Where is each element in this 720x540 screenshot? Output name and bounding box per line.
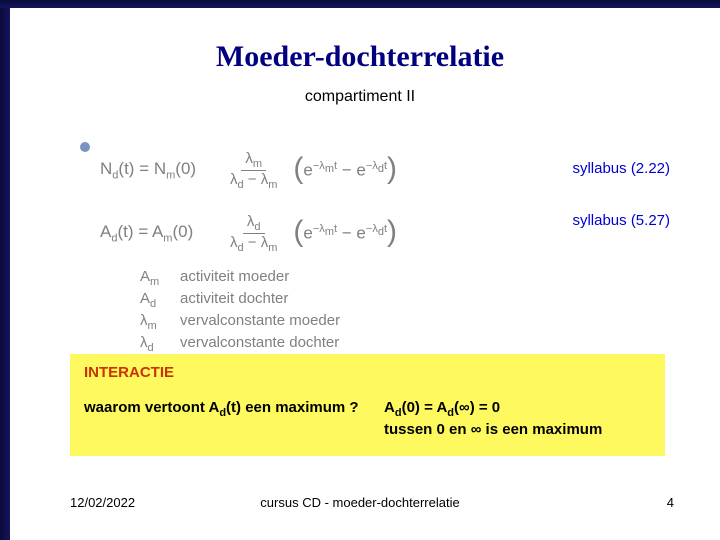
- equation-2: Ad(t) = Am(0) λd λd − λm ( e−λmt − e−λdt…: [100, 213, 397, 254]
- eq2-fraction: λd λd − λm: [226, 213, 281, 254]
- definition-desc: activiteit dochter: [180, 290, 288, 310]
- bullet-dot-icon: [80, 142, 90, 152]
- top-stripe: [0, 0, 720, 8]
- eq1-fraction: λm λd − λm: [226, 150, 281, 191]
- answer-line2: tussen 0 en ∞ is een maximum: [384, 421, 602, 438]
- footer-pagenum: 4: [667, 495, 674, 510]
- definition-desc: vervalconstante dochter: [180, 334, 339, 354]
- interaction-title-text: INTERACTIE: [84, 364, 174, 381]
- interaction-title: INTERACTIE: [84, 364, 651, 381]
- equations-block: Nd(t) = Nm(0) λm λd − λm ( e−λmt − e−λdt…: [100, 150, 397, 276]
- answer-line1: Ad(0) = Ad(∞) = 0: [384, 399, 602, 419]
- footer-date: 12/02/2022: [70, 495, 135, 510]
- syllabus-ref-1: syllabus (2.22): [572, 160, 670, 178]
- definition-symbol: Ad: [140, 290, 180, 310]
- definition-symbol: λm: [140, 312, 180, 332]
- definition-row: Adactiviteit dochter: [140, 290, 340, 310]
- slide-title: Moeder-dochterrelatie: [0, 40, 720, 74]
- eq1-paren: ( e−λmt − e−λdt ): [293, 159, 397, 183]
- interaction-row: waarom vertoont Ad(t) een maximum ? Ad(0…: [84, 399, 651, 438]
- interaction-box: INTERACTIE waarom vertoont Ad(t) een max…: [70, 354, 665, 456]
- title-text: Moeder-dochterrelatie: [216, 40, 504, 73]
- slide: Moeder-dochterrelatie compartiment II Nd…: [0, 0, 720, 540]
- interaction-question: waarom vertoont Ad(t) een maximum ?: [84, 399, 384, 438]
- left-stripe: [0, 0, 10, 540]
- definition-symbol: λd: [140, 334, 180, 354]
- eq2-lhs: Ad(t) = Am(0): [100, 222, 220, 244]
- syllabus2-text: syllabus (5.27): [572, 212, 670, 229]
- definition-row: λmvervalconstante moeder: [140, 312, 340, 332]
- footer: 12/02/2022 cursus CD - moeder-dochterrel…: [0, 495, 720, 510]
- eq1-lhs: Nd(t) = Nm(0): [100, 159, 220, 181]
- answer-line2-text: tussen 0 en ∞ is een maximum: [384, 421, 602, 438]
- definition-desc: activiteit moeder: [180, 268, 289, 288]
- definition-symbol: Am: [140, 268, 180, 288]
- eq2-paren: ( e−λmt − e−λdt ): [293, 222, 397, 246]
- syllabus-ref-2: syllabus (5.27): [572, 212, 670, 230]
- definition-row: λdvervalconstante dochter: [140, 334, 340, 354]
- definition-row: Amactiviteit moeder: [140, 268, 340, 288]
- definition-desc: vervalconstante moeder: [180, 312, 340, 332]
- subtitle-text: compartiment II: [305, 88, 415, 105]
- syllabus1-text: syllabus (2.22): [572, 160, 670, 177]
- definitions-block: Amactiviteit moederAdactiviteit dochterλ…: [140, 268, 340, 356]
- interaction-answer: Ad(0) = Ad(∞) = 0 tussen 0 en ∞ is een m…: [384, 399, 602, 438]
- equation-1: Nd(t) = Nm(0) λm λd − λm ( e−λmt − e−λdt…: [100, 150, 397, 191]
- slide-subtitle: compartiment II: [0, 88, 720, 106]
